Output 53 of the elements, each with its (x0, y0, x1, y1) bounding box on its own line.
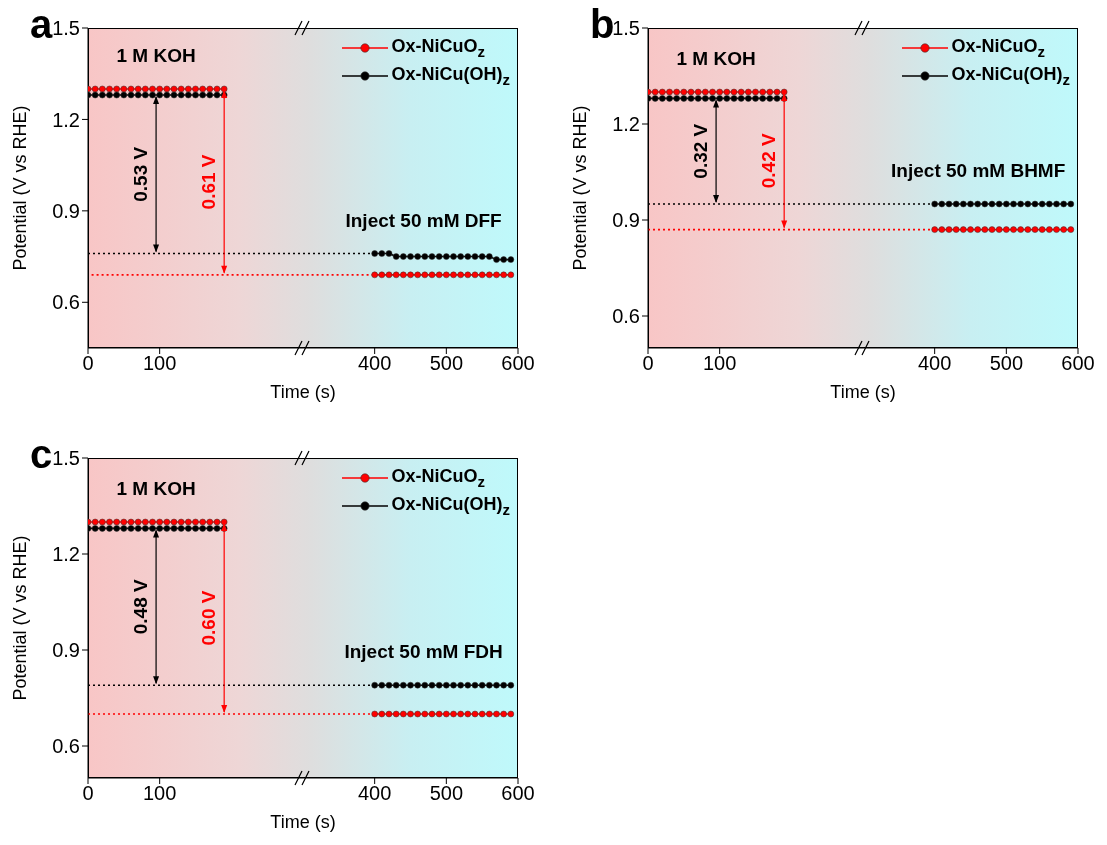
y-tick-label: 0.6 (612, 305, 640, 328)
annotation: 0.32 V (690, 123, 712, 179)
legend-label: Ox-NiCu(OH)$_{z}$ (391, 494, 510, 518)
legend-label: Ox-NiCuO$_{z}$ (391, 466, 486, 490)
x-tick-label: 500 (429, 352, 464, 375)
y-tick-label: 1.2 (52, 108, 80, 131)
annotation: 0.60 V (198, 590, 220, 646)
x-tick-label: 600 (1061, 352, 1095, 375)
y-tick-label: 1.5 (52, 447, 80, 470)
y-tick-label: 0.9 (52, 639, 80, 662)
y-tick-label: 1.2 (612, 113, 640, 136)
y-tick-label: 0.6 (52, 291, 80, 314)
annotation: 0.42 V (758, 133, 780, 189)
y-axis-title: Potential (V vs RHE) (10, 535, 31, 701)
x-tick-label: 0 (82, 352, 94, 375)
legend-label: Ox-NiCu(OH)$_{z}$ (391, 64, 510, 88)
annotation: Inject 50 mM DFF (345, 209, 502, 231)
x-tick-label: 0 (642, 352, 654, 375)
x-tick-label: 400 (357, 782, 392, 805)
legend-label: Ox-NiCuO$_{z}$ (391, 36, 486, 60)
annotation: Inject 50 mM FDH (344, 641, 503, 663)
x-tick-label: 0 (82, 782, 94, 805)
y-tick-label: 1.5 (612, 17, 640, 40)
y-tick-label: 0.6 (52, 735, 80, 758)
x-tick-label: 100 (142, 782, 177, 805)
y-tick-label: 1.2 (52, 543, 80, 566)
x-tick-label: 100 (702, 352, 737, 375)
annotation: 0.53 V (130, 146, 152, 202)
annotation: 1 M KOH (676, 48, 756, 70)
x-axis-title: Time (s) (270, 812, 336, 832)
legend-label: Ox-NiCuO$_{z}$ (951, 36, 1046, 60)
x-axis-title: Time (s) (830, 382, 896, 402)
annotation: Inject 50 mM BHMF (891, 160, 1066, 182)
x-tick-label: 500 (429, 782, 464, 805)
annotation: 1 M KOH (116, 44, 196, 66)
chart-title: a (30, 2, 53, 47)
y-tick-label: 0.9 (612, 209, 640, 232)
x-tick-label: 600 (501, 782, 535, 805)
annotation: 1 M KOH (116, 478, 196, 500)
annotation: 0.61 V (198, 154, 220, 210)
chart-title: c (30, 432, 53, 477)
y-axis-title: Potential (V vs RHE) (10, 105, 31, 271)
x-tick-label: 100 (142, 352, 177, 375)
annotation: 0.48 V (130, 579, 152, 635)
y-axis-title: Potential (V vs RHE) (570, 105, 591, 271)
legend-label: Ox-NiCu(OH)$_{z}$ (951, 64, 1070, 88)
x-tick-label: 400 (917, 352, 952, 375)
x-tick-label: 400 (357, 352, 392, 375)
x-tick-label: 600 (501, 352, 535, 375)
x-tick-label: 500 (989, 352, 1024, 375)
y-tick-label: 0.9 (52, 199, 80, 222)
x-axis-title: Time (s) (270, 382, 336, 402)
y-tick-label: 1.5 (52, 17, 80, 40)
